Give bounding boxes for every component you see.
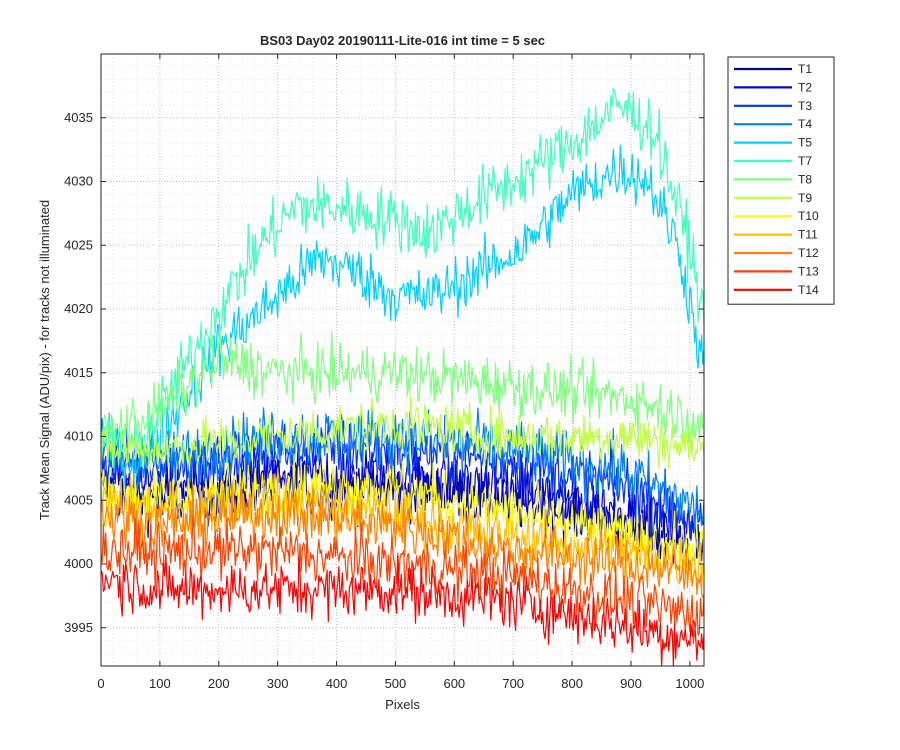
legend-label[interactable]: T4 <box>798 117 812 131</box>
y-tick-label: 4020 <box>64 301 93 316</box>
y-tick-label: 4035 <box>64 110 93 125</box>
y-tick-label: 4025 <box>64 237 93 252</box>
legend-label[interactable]: T10 <box>798 209 819 223</box>
legend-label[interactable]: T14 <box>798 283 819 297</box>
x-tick-label: 200 <box>208 676 230 691</box>
y-tick-label: 4010 <box>64 429 93 444</box>
y-axis-label: Track Mean Signal (ADU/pix) - for tracks… <box>37 200 52 520</box>
legend[interactable]: T1 T2 T3 T4 T5 T7 T8 T9 T10 T11 T12 T13 T14 <box>727 56 835 305</box>
x-tick-label: 900 <box>620 676 642 691</box>
series-line-t9 <box>100 393 705 475</box>
legend-label[interactable]: T11 <box>798 228 818 242</box>
series-line-t4 <box>100 407 705 531</box>
chart-title: BS03 Day02 20190111-Lite-016 int time = … <box>260 33 545 48</box>
x-tick-label: 700 <box>502 676 524 691</box>
x-tick-label: 400 <box>326 676 348 691</box>
x-axis-label: Pixels <box>385 697 420 712</box>
legend-label[interactable]: T13 <box>798 264 819 278</box>
legend-label[interactable]: T8 <box>798 172 812 186</box>
legend-label[interactable]: T2 <box>798 80 812 94</box>
legend-label[interactable]: T9 <box>798 191 812 205</box>
axis-ticks: 0 100 200 300 400 500 600 700 800 900 1000 3995 4000… <box>64 54 704 691</box>
series-line-t8 <box>100 330 705 469</box>
legend-label[interactable]: T5 <box>798 136 812 150</box>
series-line-t7 <box>100 88 705 468</box>
series-line-t5 <box>100 144 705 496</box>
legend-label[interactable]: T1 <box>798 62 812 76</box>
legend-label[interactable]: T12 <box>798 246 819 260</box>
axes-box <box>100 53 705 667</box>
y-tick-label: 4015 <box>64 365 93 380</box>
legend-box <box>727 56 835 305</box>
y-tick-label: 4005 <box>64 492 93 507</box>
x-tick-label: 0 <box>97 676 104 691</box>
series-line-t14 <box>100 554 705 667</box>
x-tick-label: 1000 <box>675 676 704 691</box>
series-line-t12 <box>100 482 705 599</box>
y-tick-label: 4000 <box>64 556 93 571</box>
y-tick-label: 3995 <box>64 620 93 635</box>
x-tick-label: 300 <box>267 676 289 691</box>
series-line-t2 <box>100 436 704 561</box>
legend-label[interactable]: T3 <box>798 99 812 113</box>
x-tick-label: 600 <box>443 676 465 691</box>
plot-series <box>100 88 705 667</box>
x-tick-label: 800 <box>561 676 583 691</box>
x-tick-label: 500 <box>385 676 407 691</box>
legend-label[interactable]: T7 <box>798 154 812 168</box>
y-tick-label: 4030 <box>64 174 93 189</box>
x-tick-label: 100 <box>149 676 171 691</box>
